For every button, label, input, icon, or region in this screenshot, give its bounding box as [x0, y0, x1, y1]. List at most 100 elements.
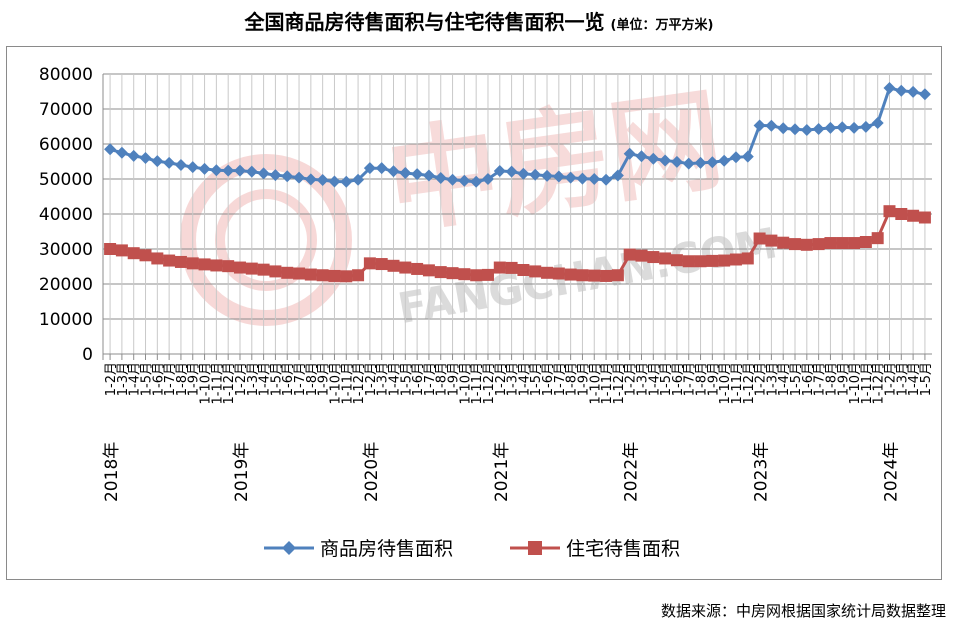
- x-tick-label: 1-8月: [305, 362, 320, 396]
- data-point: [883, 205, 896, 218]
- data-point: [505, 165, 518, 178]
- x-tick-label: 1-3月: [506, 362, 521, 396]
- data-point: [600, 269, 613, 282]
- data-point: [812, 122, 825, 135]
- data-point: [458, 174, 471, 187]
- data-point: [777, 122, 790, 135]
- x-tick-label: 1-12月: [742, 362, 757, 405]
- x-tick-label: 1-6月: [281, 362, 296, 396]
- data-point: [918, 211, 931, 224]
- data-point: [434, 171, 447, 184]
- data-point: [718, 254, 731, 267]
- data-point: [340, 175, 353, 188]
- x-year-label: 2020年: [362, 442, 382, 502]
- data-point: [600, 173, 613, 186]
- data-point: [304, 173, 317, 186]
- y-tick-label: 50000: [39, 170, 93, 190]
- x-tick-label: 1-11月: [340, 362, 355, 405]
- data-point: [505, 261, 518, 274]
- data-point: [753, 119, 766, 132]
- x-tick-label: 1-2月: [494, 362, 509, 396]
- data-point: [139, 249, 152, 262]
- data-point: [529, 168, 542, 181]
- x-tick-label: 1-7月: [423, 362, 438, 396]
- data-point: [552, 170, 565, 183]
- data-point: [387, 259, 400, 272]
- data-point: [222, 260, 235, 273]
- data-point: [682, 157, 695, 170]
- data-point: [871, 232, 884, 245]
- data-point: [588, 173, 601, 185]
- data-point: [729, 253, 742, 266]
- data-point: [363, 162, 376, 175]
- watermark-logo-inner: [215, 189, 317, 291]
- x-tick-label: 1-4月: [907, 362, 922, 396]
- x-tick-label: 1-5月: [919, 362, 934, 396]
- data-point: [222, 164, 235, 177]
- x-tick-label: 1-10月: [848, 362, 863, 405]
- data-point: [399, 261, 412, 274]
- data-point: [493, 261, 506, 274]
- data-point: [174, 255, 187, 268]
- data-point: [198, 258, 211, 271]
- data-point: [871, 117, 884, 129]
- data-point: [458, 268, 471, 281]
- data-point: [470, 269, 483, 282]
- data-point: [824, 237, 837, 250]
- data-point: [340, 270, 353, 283]
- data-point: [151, 252, 164, 265]
- x-tick-label: 1-12月: [222, 362, 237, 405]
- x-tick-label: 1-3月: [635, 362, 650, 396]
- data-point: [576, 172, 589, 185]
- x-tick-label: 1-9月: [187, 362, 202, 396]
- data-point: [151, 155, 164, 168]
- y-tick-label: 70000: [39, 100, 93, 120]
- data-point: [659, 154, 672, 167]
- data-point: [363, 257, 376, 270]
- x-year-label: 2018年: [102, 442, 122, 502]
- chart-title: 全国商品房待售面积与住宅待售面积一览 (单位：万平方米): [0, 6, 958, 35]
- series-line-1: [109, 86, 926, 184]
- x-tick-label: 1-8月: [695, 362, 710, 396]
- chart-frame: [6, 46, 942, 580]
- data-point: [670, 155, 683, 168]
- x-tick-label: 1-7月: [163, 362, 178, 396]
- watermark: 中房网 FANGCHAN.COM: [180, 75, 781, 333]
- y-tick-label: 40000: [39, 205, 93, 225]
- y-axis: 0 10000 20000 30000 40000 50000 60000 70000 8000…: [39, 65, 104, 365]
- data-point: [765, 234, 778, 247]
- x-tick-label: 1-10月: [588, 362, 603, 405]
- data-point: [422, 264, 435, 277]
- source-note: 数据来源：中房网根据国家统计局数据整理: [660, 602, 946, 620]
- data-point: [328, 175, 341, 188]
- data-point: [293, 171, 306, 184]
- y-tick-label: 0: [82, 345, 93, 365]
- data-point: [670, 254, 683, 267]
- x-tick-label: 1-7月: [813, 362, 828, 396]
- x-tick-label: 1-6月: [411, 362, 426, 396]
- legend-marker: [528, 541, 542, 555]
- legend-marker: [282, 541, 296, 555]
- x-tick-label: 1-3月: [116, 362, 131, 396]
- data-point: [375, 258, 388, 271]
- data-point: [399, 167, 412, 180]
- data-point: [848, 237, 861, 250]
- data-point: [517, 264, 530, 276]
- x-tick-label: 1-2月: [883, 362, 898, 396]
- legend-label: 商品房待售面积: [320, 538, 453, 560]
- data-point: [623, 248, 636, 261]
- x-year-label: 2023年: [752, 442, 772, 502]
- x-tick-label: 1-11月: [470, 362, 485, 405]
- data-point: [127, 149, 140, 162]
- data-point: [706, 254, 719, 267]
- x-tick-label: 1-11月: [600, 362, 615, 405]
- data-point: [824, 121, 837, 134]
- data-point: [198, 162, 211, 175]
- x-tick-label: 1-9月: [576, 362, 591, 396]
- data-point: [541, 266, 554, 279]
- y-tick-label: 80000: [39, 65, 93, 85]
- x-tick-label: 1-3月: [376, 362, 391, 396]
- data-point: [789, 123, 802, 136]
- data-point: [564, 171, 577, 184]
- x-tick-label: 1-4月: [128, 362, 143, 396]
